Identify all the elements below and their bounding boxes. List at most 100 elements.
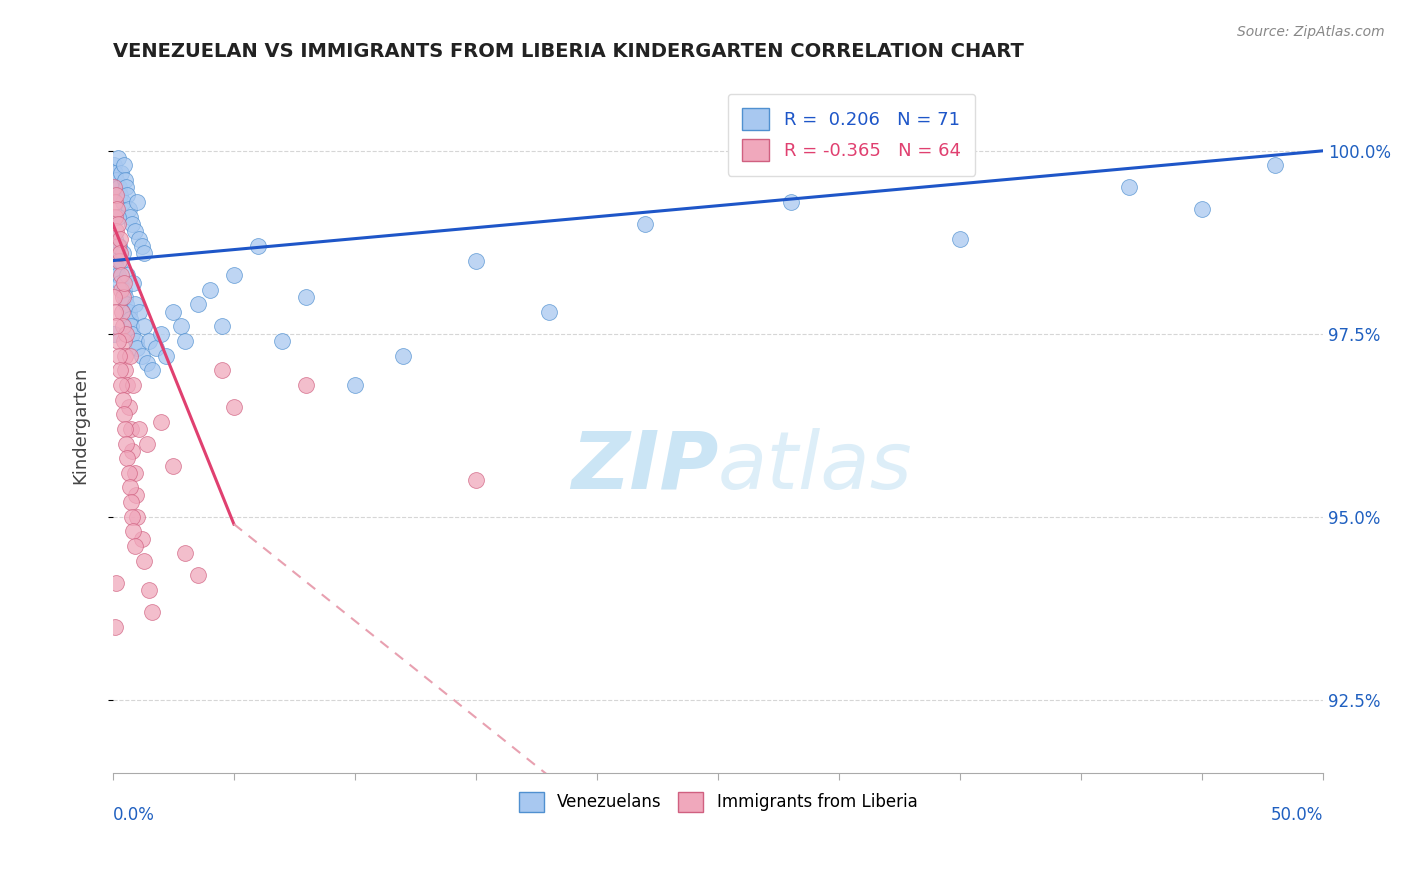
Point: [128, 232, 150, 246]
Point: [124, 466, 146, 480]
Text: 0.0%: 0.0%: [112, 805, 155, 824]
Point: [634, 217, 657, 231]
Point: [108, 246, 131, 260]
Point: [134, 554, 156, 568]
Point: [107, 334, 129, 348]
Point: [145, 342, 167, 356]
Point: [121, 217, 143, 231]
Point: [111, 305, 134, 319]
Point: [1191, 202, 1213, 217]
Text: VENEZUELAN VS IMMIGRANTS FROM LIBERIA KINDERGARTEN CORRELATION CHART: VENEZUELAN VS IMMIGRANTS FROM LIBERIA KI…: [112, 42, 1024, 61]
Point: [107, 239, 129, 253]
Point: [120, 422, 142, 436]
Point: [120, 319, 142, 334]
Point: [105, 260, 128, 275]
Point: [107, 217, 129, 231]
Point: [122, 276, 145, 290]
Point: [779, 194, 801, 209]
Point: [169, 319, 191, 334]
Point: [110, 166, 132, 180]
Point: [114, 422, 136, 436]
Point: [138, 334, 160, 348]
Point: [125, 334, 148, 348]
Text: Source: ZipAtlas.com: Source: ZipAtlas.com: [1237, 25, 1385, 39]
Point: [111, 392, 134, 407]
Point: [162, 305, 184, 319]
Point: [222, 268, 245, 283]
Point: [135, 436, 157, 450]
Point: [107, 210, 129, 224]
Point: [124, 297, 146, 311]
Text: 50.0%: 50.0%: [1271, 805, 1323, 824]
Point: [111, 319, 134, 334]
Point: [138, 582, 160, 597]
Point: [128, 305, 150, 319]
Point: [118, 349, 141, 363]
Point: [105, 187, 128, 202]
Point: [114, 173, 136, 187]
Point: [141, 605, 163, 619]
Point: [105, 575, 128, 590]
Point: [174, 546, 197, 560]
Point: [115, 297, 138, 311]
Point: [187, 568, 209, 582]
Point: [121, 326, 143, 341]
Point: [105, 202, 128, 217]
Point: [104, 305, 127, 319]
Point: [134, 319, 156, 334]
Point: [120, 495, 142, 509]
Point: [125, 488, 148, 502]
Point: [187, 297, 209, 311]
Point: [115, 436, 138, 450]
Point: [174, 334, 197, 348]
Point: [117, 305, 139, 319]
Point: [104, 253, 127, 268]
Point: [104, 210, 127, 224]
Point: [125, 509, 148, 524]
Point: [150, 415, 173, 429]
Point: [131, 349, 153, 363]
Point: [222, 400, 245, 414]
Legend: Venezuelans, Immigrants from Liberia: Venezuelans, Immigrants from Liberia: [510, 783, 925, 821]
Point: [111, 246, 134, 260]
Point: [104, 619, 127, 633]
Point: [117, 400, 139, 414]
Point: [114, 290, 136, 304]
Point: [110, 253, 132, 268]
Point: [108, 349, 131, 363]
Point: [1264, 158, 1286, 172]
Point: [141, 363, 163, 377]
Point: [104, 232, 127, 246]
Point: [117, 187, 139, 202]
Point: [117, 466, 139, 480]
Point: [295, 290, 318, 304]
Point: [122, 378, 145, 392]
Point: [107, 268, 129, 283]
Point: [150, 326, 173, 341]
Point: [125, 194, 148, 209]
Point: [114, 349, 136, 363]
Point: [112, 283, 135, 297]
Point: [103, 290, 125, 304]
Point: [135, 356, 157, 370]
Point: [108, 232, 131, 246]
Point: [118, 312, 141, 326]
Point: [124, 224, 146, 238]
Point: [125, 342, 148, 356]
Point: [105, 319, 128, 334]
Point: [105, 173, 128, 187]
Point: [271, 334, 294, 348]
Point: [110, 268, 132, 283]
Point: [103, 158, 125, 172]
Point: [118, 210, 141, 224]
Point: [122, 524, 145, 539]
Point: [111, 194, 134, 209]
Point: [117, 378, 139, 392]
Point: [392, 349, 415, 363]
Point: [465, 253, 488, 268]
Point: [108, 276, 131, 290]
Point: [104, 166, 127, 180]
Point: [108, 187, 131, 202]
Point: [114, 363, 136, 377]
Point: [103, 326, 125, 341]
